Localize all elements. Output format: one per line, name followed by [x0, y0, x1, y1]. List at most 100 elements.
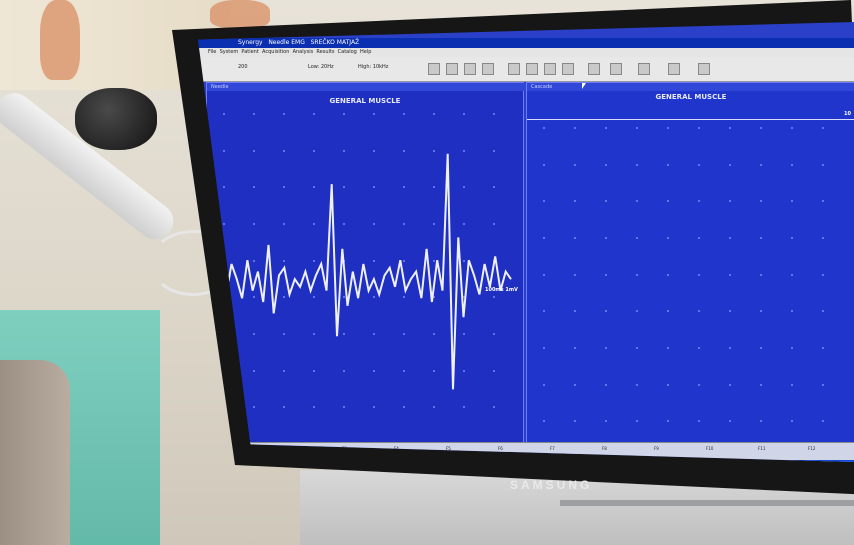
grid-dot [403, 186, 405, 189]
grid-dot [283, 296, 285, 299]
window-tab[interactable]: Needle EMG [268, 39, 305, 46]
fkey-f4[interactable]: F4 [394, 446, 399, 451]
tool-icon[interactable] [482, 63, 494, 75]
menu-analysis[interactable]: Analysis [292, 49, 314, 55]
fkey-f11[interactable]: F11 [758, 446, 766, 451]
grid-dot [760, 420, 762, 423]
grid-dot [283, 333, 285, 335]
grid-dot [373, 223, 375, 225]
menu-patient[interactable]: Patient [241, 49, 259, 55]
grid-dot [636, 273, 638, 276]
grid-dot [791, 273, 793, 276]
camera-icon[interactable] [698, 63, 710, 75]
fkey-f10[interactable]: F10 [706, 446, 714, 451]
grid-dot [574, 127, 576, 129]
grid-dot [543, 200, 545, 203]
grid-dot [463, 149, 465, 152]
tool-icon[interactable] [588, 63, 600, 75]
menu-file[interactable]: File [208, 49, 217, 55]
grid-dot [636, 383, 638, 386]
grid-dot [283, 223, 285, 225]
tool-icon[interactable] [544, 63, 556, 75]
grid-dot [729, 163, 731, 166]
grid-dot [574, 383, 576, 386]
menu-results[interactable]: Results [316, 49, 335, 55]
fkey-f5[interactable]: F5 [446, 446, 451, 451]
low-filter-select[interactable]: Low: 20Hz [308, 64, 334, 70]
grid-dot [667, 347, 669, 349]
grid-dot [605, 420, 607, 423]
grid-dot [698, 127, 700, 129]
high-filter-select[interactable]: High: 10kHz [358, 64, 389, 70]
tool-icon[interactable] [562, 63, 574, 75]
grid-dot [667, 420, 669, 423]
menu-catalog[interactable]: Catalog [337, 49, 357, 55]
grid-dot [283, 369, 285, 372]
grid-dot [433, 333, 435, 335]
grid-dot [493, 369, 495, 372]
tool-icon[interactable] [464, 63, 476, 75]
grid-dot [760, 347, 762, 349]
tool-icon[interactable] [526, 63, 538, 75]
grid-dot [760, 310, 762, 313]
grid-dot [667, 127, 669, 129]
grid-dot [433, 406, 435, 409]
grid-dot [493, 149, 495, 152]
gain-select[interactable]: 200 [238, 64, 248, 70]
tool-icon[interactable] [508, 63, 520, 75]
fkey-f6[interactable]: F6 [498, 446, 503, 451]
grid-dot [313, 113, 315, 115]
grid-dot [543, 310, 545, 313]
grid-dot [698, 383, 700, 386]
fkey-f8[interactable]: F8 [602, 446, 607, 451]
grid-dot [283, 406, 285, 409]
grid-dot [574, 310, 576, 313]
monitor-screen: Synergy Needle EMG SREČKO MATJAŽ File Sy… [198, 22, 854, 462]
menu-help[interactable]: Help [360, 49, 372, 55]
anatomy-figure [40, 0, 80, 80]
grid-dot [493, 113, 495, 115]
grid-dot [667, 200, 669, 203]
left-pane-title: GENERAL MUSCLE [329, 97, 401, 105]
emg-trace-svg [220, 153, 512, 390]
grid-dot [493, 223, 495, 225]
tool-icon[interactable] [610, 63, 622, 75]
grid-dot [463, 406, 465, 409]
grid-dot [760, 273, 762, 276]
grid-dot [574, 237, 576, 239]
grid-dot [403, 223, 405, 225]
needle-pane: Needle GENERAL MUSCLE 100ms 1mV [206, 82, 527, 454]
grid-dot [463, 369, 465, 372]
grid-dot [667, 310, 669, 313]
tool-icon[interactable] [428, 63, 440, 75]
menu-acquisition[interactable]: Acquisition [262, 49, 290, 55]
grid-dot [822, 163, 824, 166]
tool-icon[interactable] [668, 63, 680, 75]
grid-dot [605, 273, 607, 276]
grid-dot [493, 333, 495, 335]
fkey-f7[interactable]: F7 [550, 446, 555, 451]
grid-dot [313, 149, 315, 152]
grid-dot [313, 406, 315, 409]
grid-dot [543, 163, 545, 166]
grid-dot [574, 273, 576, 276]
emg-trace [220, 153, 512, 390]
tool-icon[interactable] [446, 63, 458, 75]
grid-dot [698, 237, 700, 239]
tool-icon[interactable] [638, 63, 650, 75]
menu-system[interactable]: System [219, 49, 239, 55]
fkey-f12[interactable]: F12 [808, 446, 816, 451]
grid-dot [433, 296, 435, 299]
grid-dot [343, 113, 345, 115]
grid-dot [313, 369, 315, 372]
grid-dot [822, 273, 824, 276]
fkey-f9[interactable]: F9 [654, 446, 659, 451]
grid-dot [433, 186, 435, 189]
grid-dot [433, 259, 435, 262]
grid-dot [698, 163, 700, 166]
grid-dot [698, 200, 700, 203]
grid-dot [343, 369, 345, 372]
grid-dot [605, 163, 607, 166]
grid-dot [283, 113, 285, 115]
grid-dot [543, 237, 545, 239]
